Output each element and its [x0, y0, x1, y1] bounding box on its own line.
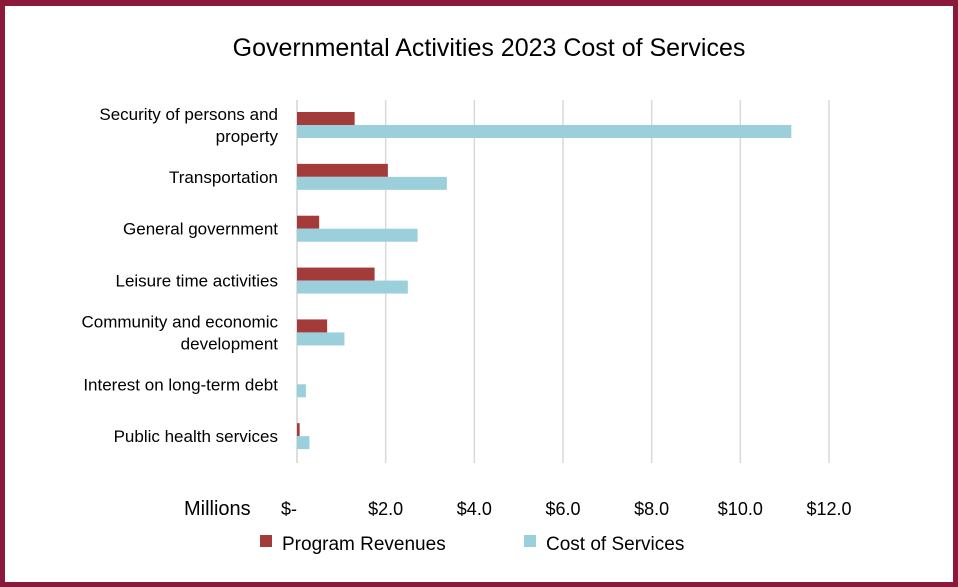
bar-cost-of-services — [297, 176, 447, 190]
chart-title: Governmental Activities 2023 Cost of Ser… — [233, 34, 746, 62]
gridlines — [296, 100, 830, 463]
bar-program-revenues — [297, 112, 355, 125]
bar-program-revenues — [297, 267, 375, 281]
x-tick-label: $12.0 — [806, 499, 851, 519]
legend-label: Program Revenues — [282, 534, 446, 555]
bar-cost-of-services — [297, 125, 792, 138]
bar-program-revenues — [297, 215, 320, 229]
bar-cost-of-services — [297, 436, 310, 450]
category-label: property — [216, 127, 279, 146]
x-tick-labels: $- $2.0 $4.0 $6.0 $8.0 $10.0 $12.0 — [281, 499, 852, 519]
x-tick-label: $10.0 — [718, 499, 763, 519]
bars — [297, 112, 792, 450]
bar-program-revenues — [297, 423, 300, 437]
x-tick-label: $4.0 — [457, 499, 492, 519]
x-unit-label: Millions — [184, 498, 251, 520]
category-label: Interest on long-term debt — [83, 375, 278, 394]
category-label: development — [181, 334, 279, 353]
bar-cost-of-services — [297, 280, 408, 294]
bar-cost-of-services — [297, 332, 345, 346]
bar-cost-of-services — [297, 384, 306, 398]
category-label: Community and economic — [81, 312, 278, 331]
category-label: Transportation — [169, 168, 278, 187]
bar-program-revenues — [297, 319, 328, 333]
category-labels: Security of persons and property Transport… — [81, 105, 278, 446]
category-label: Security of persons and — [99, 105, 278, 124]
x-tick-label: $6.0 — [545, 499, 580, 519]
category-label: General government — [123, 220, 278, 239]
bar-program-revenues — [297, 163, 388, 177]
bar-cost-of-services — [297, 228, 418, 242]
x-tick-label: $2.0 — [368, 499, 403, 519]
legend-swatch — [524, 535, 536, 547]
category-label: Public health services — [114, 427, 278, 446]
legend-swatch — [260, 535, 272, 547]
legend-label: Cost of Services — [546, 534, 684, 555]
x-tick-label: $8.0 — [634, 499, 669, 519]
x-tick-label: $- — [281, 499, 297, 519]
legend: Program Revenues Cost of Services — [260, 534, 684, 555]
category-label: Leisure time activities — [115, 272, 278, 291]
